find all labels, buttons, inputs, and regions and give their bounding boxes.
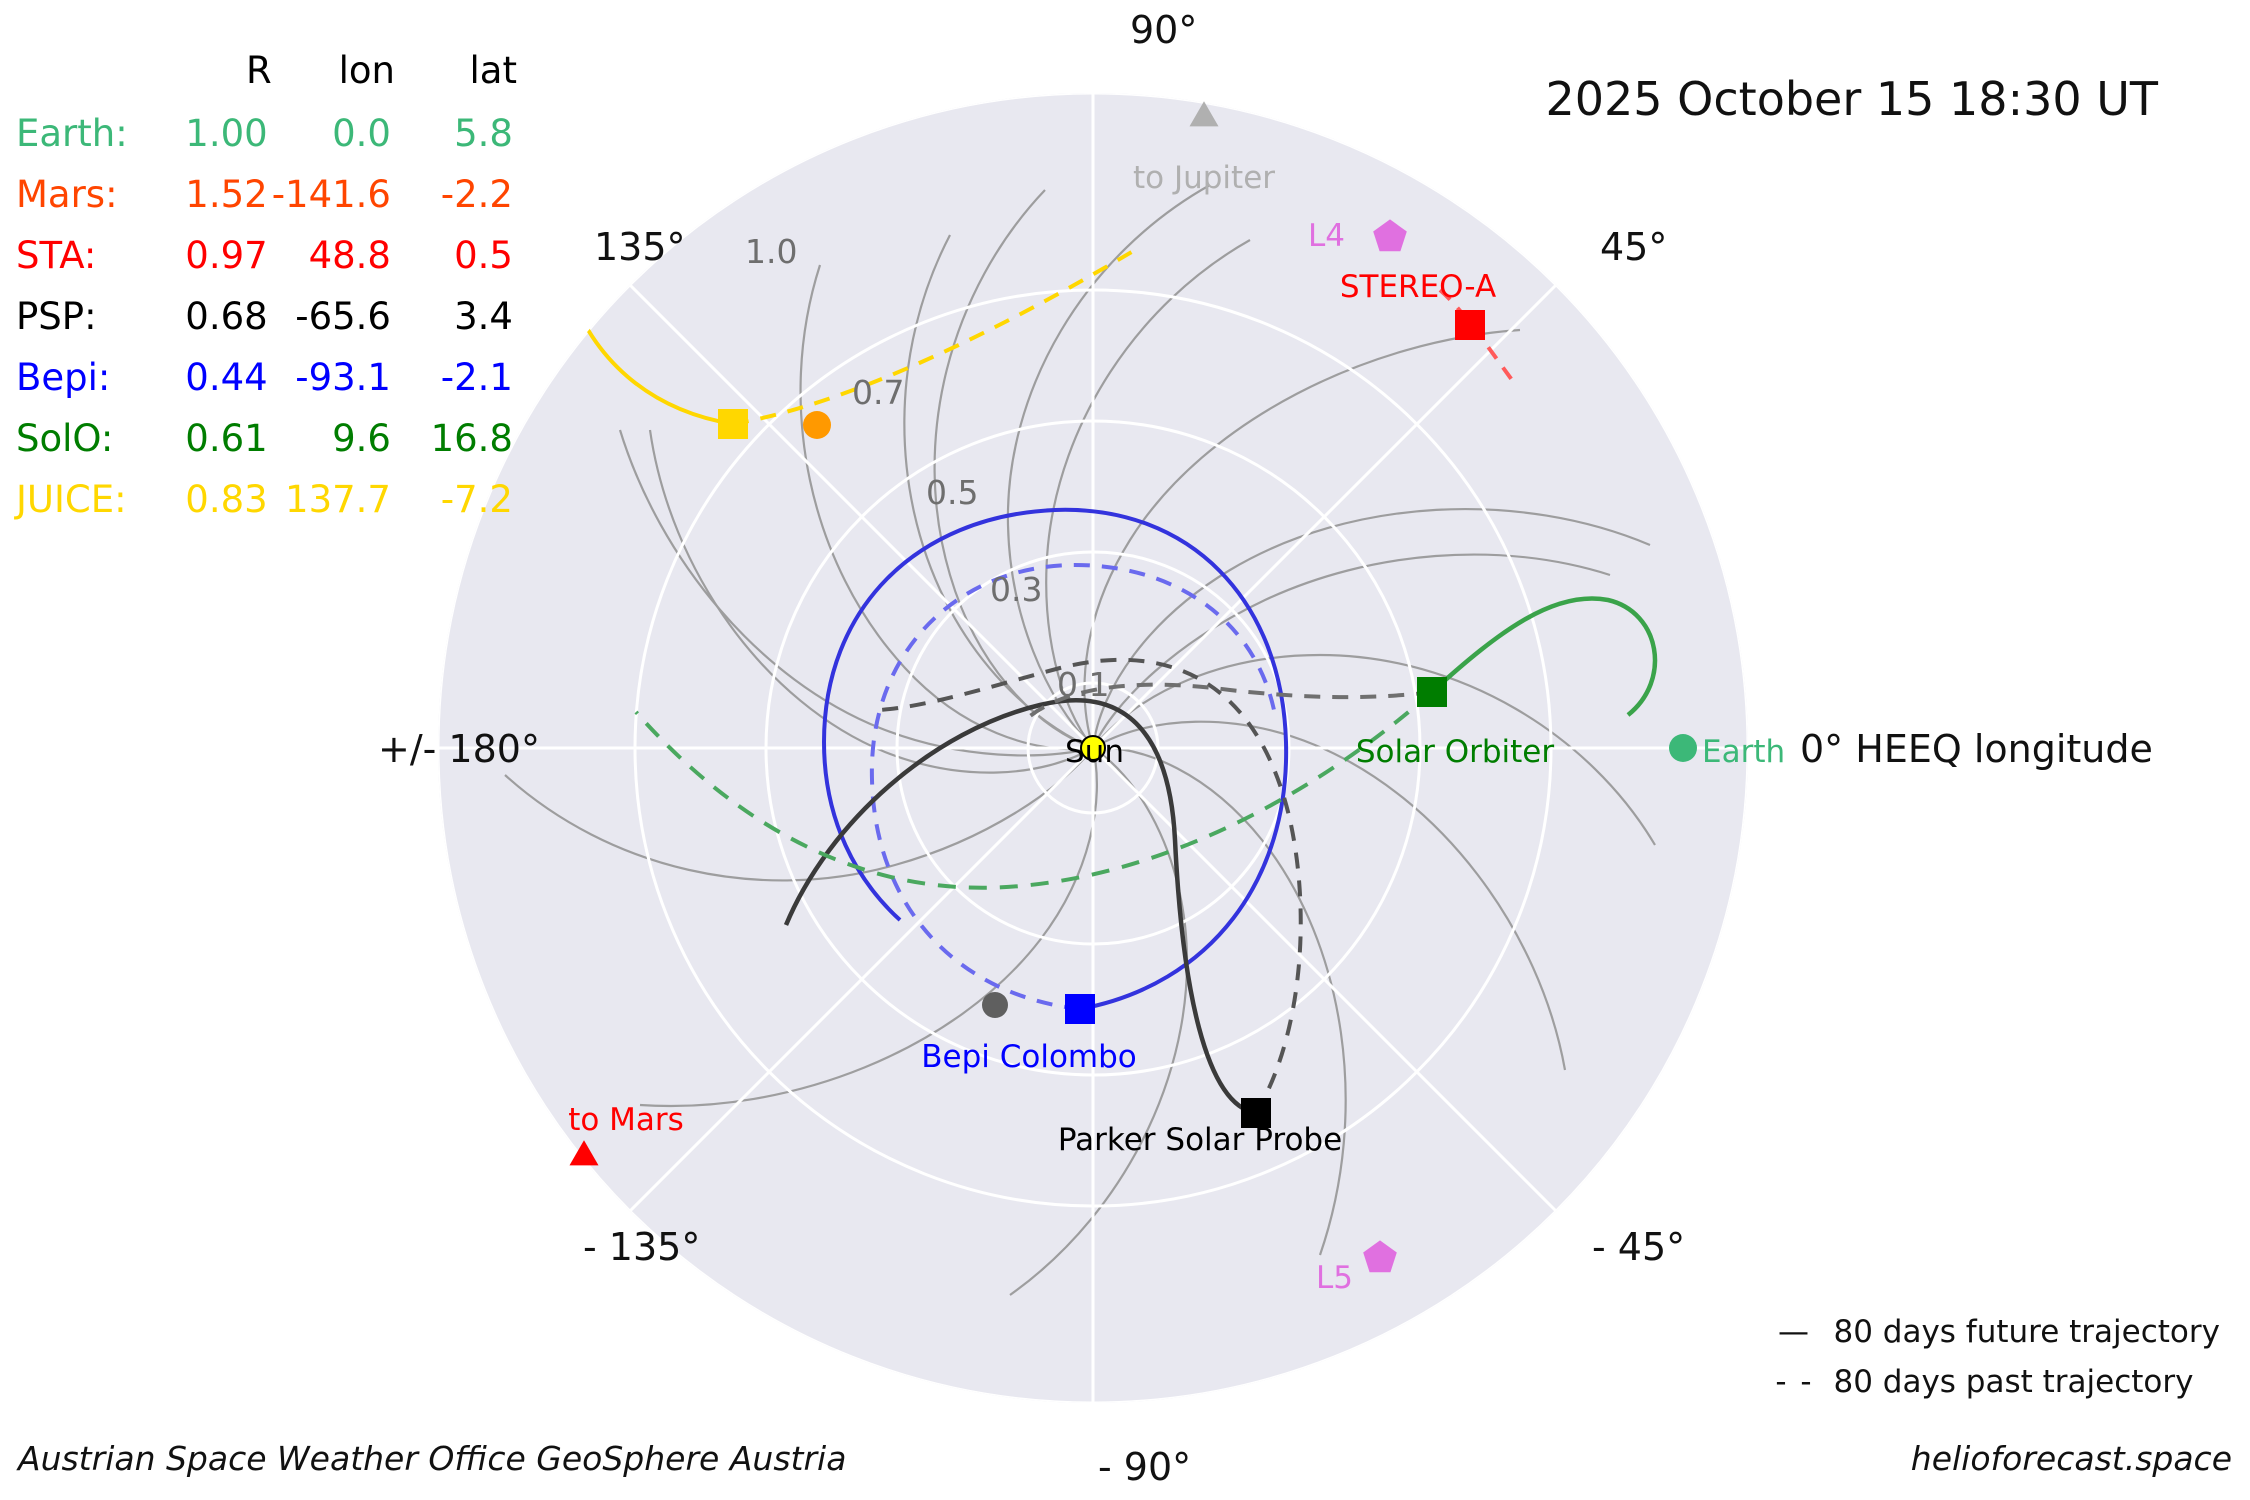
cell-name: Mars: — [16, 173, 118, 216]
table-row: JUICE: 0.83 137.7 -7.2 — [16, 469, 517, 530]
label-stereo-a: STEREO-A — [1340, 269, 1496, 305]
marker-bepi-colombo[interactable] — [1065, 994, 1095, 1024]
marker-earth[interactable] — [1669, 734, 1697, 762]
angular-axis-label: 90° — [1130, 8, 1198, 52]
radial-tick-label: 0.1 — [1057, 665, 1110, 704]
angular-axis-label: 0° HEEQ longitude — [1800, 727, 2153, 771]
table-row: Earth: 1.00 0.0 5.8 — [16, 103, 517, 164]
ephemeris-table: R lon lat Earth: 1.00 0.0 5.8 Mars: 1.52 -141.… — [16, 40, 517, 530]
cell-lon: -141.6 — [271, 173, 391, 216]
label-sun: Sun — [1065, 734, 1124, 770]
legend-label-future: 80 days future trajectory — [1833, 1314, 2220, 1350]
parker-spiral-grid — [504, 184, 1656, 1296]
label-solar-orbiter: Solar Orbiter — [1356, 734, 1555, 770]
cell-name: SolO: — [16, 417, 114, 460]
cell-R: 0.44 — [185, 356, 268, 399]
marker-to-jupiter[interactable] — [1189, 101, 1219, 127]
marker-venus[interactable] — [803, 411, 831, 439]
cell-name: STA: — [16, 234, 97, 277]
trajectory-juice-past — [732, 248, 1137, 426]
table-row: PSP: 0.68 -65.6 3.4 — [16, 286, 517, 347]
trajectory-solo-past — [634, 690, 1434, 890]
angular-axis-label: - 135° — [583, 1225, 701, 1269]
trajectory-solo-future — [1430, 596, 1658, 717]
cell-lon: 48.8 — [308, 234, 391, 277]
legend-label-past: 80 days past trajectory — [1833, 1364, 2194, 1400]
cell-R: 0.97 — [185, 234, 268, 277]
radial-tick-label: 0.3 — [990, 570, 1043, 609]
trajectory-bepi-future — [821, 507, 1289, 1011]
cell-lat: 0.5 — [454, 234, 513, 277]
page-title: 2025 October 15 18:30 UT — [1545, 72, 2158, 126]
marker-l5[interactable] — [1363, 1240, 1397, 1273]
angular-axis-label: 45° — [1600, 225, 1668, 269]
angular-axis-label: - 90° — [1098, 1445, 1192, 1489]
body-markers-layer: Sun Earth STEREO-A Solar Orbiter Bepi Colomb… — [568, 101, 1785, 1296]
label-parker-solar-probe: Parker Solar Probe — [1058, 1122, 1342, 1158]
cell-name: JUICE: — [16, 478, 127, 521]
cell-R: 1.00 — [185, 112, 268, 155]
label-to-mars: to Mars — [568, 1102, 684, 1138]
cell-lon: 137.7 — [285, 478, 391, 521]
footer-organisation: Austrian Space Weather Office GeoSphere … — [18, 1439, 847, 1478]
marker-stereo-a[interactable] — [1455, 310, 1485, 340]
cell-name: Bepi: — [16, 356, 111, 399]
label-l5: L5 — [1316, 1260, 1353, 1296]
angular-axis-label: +/- 180° — [378, 727, 540, 771]
table-header-row: R lon lat — [16, 40, 517, 103]
footer-website[interactable]: helioforecast.space — [1910, 1439, 2232, 1478]
radial-tick-label: 0.7 — [852, 373, 905, 412]
col-header-lon: lon — [338, 49, 395, 92]
legend-row-future: — 80 days future trajectory — [1771, 1314, 2220, 1350]
cell-lon: -93.1 — [295, 356, 391, 399]
dashed-line-icon: - - — [1775, 1364, 1814, 1400]
cell-R: 0.83 — [185, 478, 268, 521]
trajectory-psp-future — [783, 698, 1257, 1116]
label-earth: Earth — [1702, 734, 1785, 770]
angular-axis-label: - 45° — [1592, 1225, 1686, 1269]
marker-mercury[interactable] — [982, 992, 1008, 1018]
cell-lon: 0.0 — [332, 112, 391, 155]
table-row: STA: 0.97 48.8 0.5 — [16, 225, 517, 286]
cell-lat: -7.2 — [440, 478, 513, 521]
table-row: Bepi: 0.44 -93.1 -2.1 — [16, 347, 517, 408]
solid-line-icon: — — [1777, 1314, 1811, 1350]
col-header-lat: lat — [469, 49, 517, 92]
cell-R: 0.61 — [185, 417, 268, 460]
legend-row-past: - - 80 days past trajectory — [1771, 1364, 2220, 1400]
cell-lat: -2.2 — [440, 173, 513, 216]
col-header-R: R — [245, 49, 272, 92]
radial-tick-label: 0.5 — [926, 473, 979, 512]
label-bepi-colombo: Bepi Colombo — [921, 1039, 1137, 1075]
table-row: Mars: 1.52 -141.6 -2.2 — [16, 164, 517, 225]
trajectory-legend: — 80 days future trajectory - - 80 days … — [1771, 1314, 2220, 1414]
cell-lat: 5.8 — [454, 112, 513, 155]
cell-R: 0.68 — [185, 295, 268, 338]
cell-name: PSP: — [16, 295, 97, 338]
radial-tick-label: 1.0 — [745, 232, 798, 271]
angular-axis-label: 135° — [594, 225, 686, 269]
cell-lon: 9.6 — [332, 417, 391, 460]
cell-lat: -2.1 — [440, 356, 513, 399]
cell-lon: -65.6 — [295, 295, 391, 338]
table-row: SolO: 0.61 9.6 16.8 — [16, 408, 517, 469]
table-corner-blank — [16, 40, 150, 103]
marker-parker-solar-probe[interactable] — [1241, 1098, 1271, 1128]
trajectory-mercury-past — [1028, 682, 1433, 718]
marker-to-mars[interactable] — [569, 1140, 599, 1166]
cell-lat: 3.4 — [454, 295, 513, 338]
cell-lat: 16.8 — [430, 417, 513, 460]
marker-l4[interactable] — [1373, 219, 1407, 252]
marker-solar-orbiter[interactable] — [1417, 677, 1447, 707]
marker-sun[interactable] — [1080, 735, 1106, 761]
label-l4: L4 — [1308, 218, 1345, 254]
cell-name: Earth: — [16, 112, 128, 155]
marker-juice[interactable] — [718, 409, 748, 439]
label-to-jupiter: to Jupiter — [1133, 160, 1275, 196]
cell-R: 1.52 — [185, 173, 268, 216]
